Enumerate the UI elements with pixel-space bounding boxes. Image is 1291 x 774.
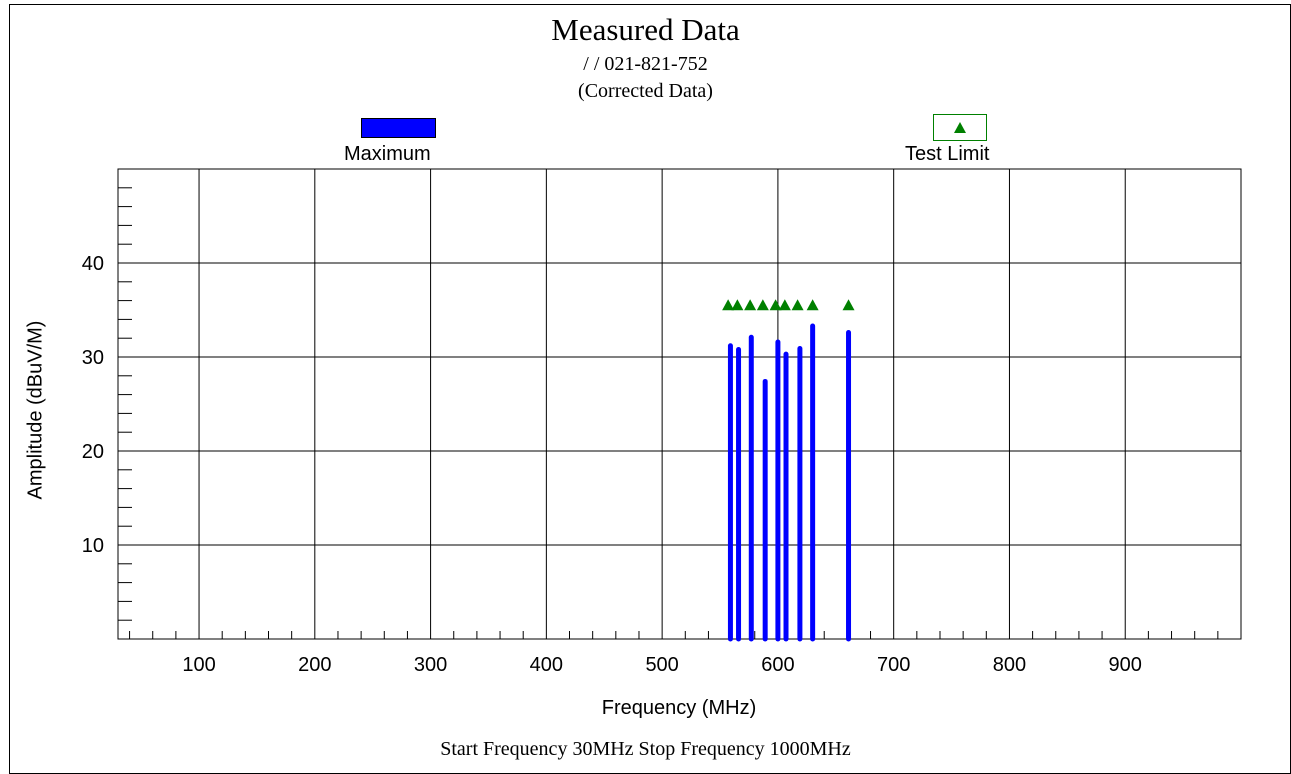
legend-test-limit-label: Test Limit (905, 143, 990, 165)
x-tick-label: 200 (298, 654, 331, 676)
chart-subtitle-corrected: (Corrected Data) (578, 80, 713, 102)
test-limit-marker (842, 299, 855, 311)
chart-subtitle: / / 021-821-752 (583, 53, 708, 75)
legend-test-limit-swatch (933, 114, 987, 141)
y-tick-label: 20 (82, 441, 104, 463)
y-axis-label: Amplitude (dBuV/M) (24, 320, 47, 500)
y-tick-label: 10 (82, 535, 104, 557)
x-tick-label: 400 (530, 654, 563, 676)
test-limit-marker (791, 299, 804, 311)
x-tick-label: 500 (645, 654, 678, 676)
x-tick-label: 900 (1109, 654, 1142, 676)
test-limit-marker (722, 299, 735, 311)
x-tick-label: 700 (877, 654, 910, 676)
triangle-icon (954, 122, 966, 133)
y-tick-label: 40 (82, 253, 104, 275)
test-limit-marker (744, 299, 757, 311)
legend-maximum-swatch (361, 118, 436, 138)
test-limit-marker (778, 299, 791, 311)
test-limit-marker (806, 299, 819, 311)
x-tick-label: 600 (761, 654, 794, 676)
x-tick-label: 100 (182, 654, 215, 676)
x-tick-label: 800 (993, 654, 1026, 676)
frequency-range-footer: Start Frequency 30MHz Stop Frequency 100… (440, 738, 851, 760)
legend-maximum-label: Maximum (344, 143, 431, 165)
y-tick-label: 30 (82, 347, 104, 369)
test-limit-marker (769, 299, 782, 311)
plot-area (117, 168, 1242, 640)
x-tick-label: 300 (414, 654, 447, 676)
test-limit-marker (756, 299, 769, 311)
test-limit-marker (731, 299, 744, 311)
x-axis-label: Frequency (MHz) (601, 697, 757, 719)
chart-title: Measured Data (551, 12, 740, 47)
